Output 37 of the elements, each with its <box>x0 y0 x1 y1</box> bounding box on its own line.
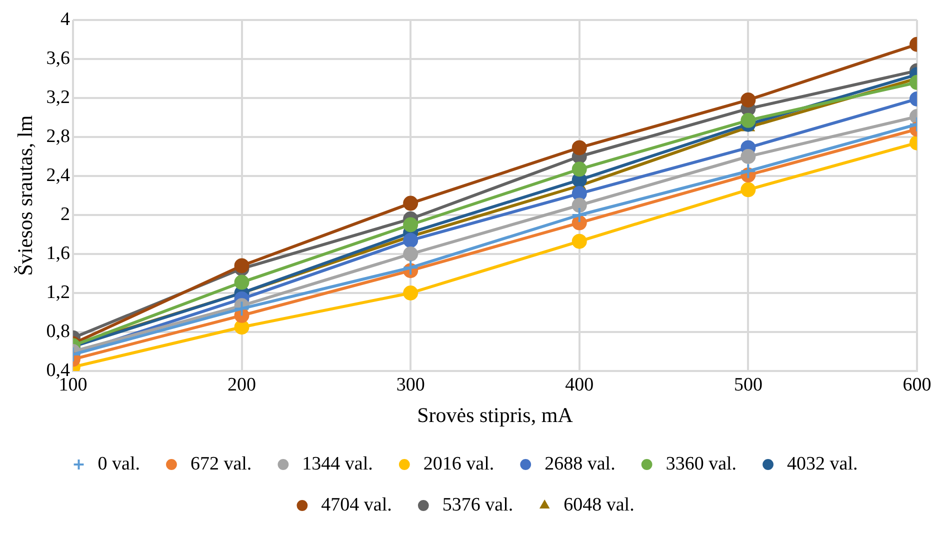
point <box>403 196 418 211</box>
y-tick-label: 0,8 <box>46 320 70 342</box>
point <box>402 260 419 276</box>
point <box>403 232 418 248</box>
x-tick-label: 600 <box>902 374 932 396</box>
point <box>403 217 418 232</box>
point <box>572 140 587 156</box>
x-tick-label: 300 <box>396 374 425 396</box>
y-tick-label: 4 <box>60 8 70 30</box>
point <box>403 246 418 262</box>
legend-label: 672 val. <box>190 453 252 474</box>
point <box>572 198 587 213</box>
legend-label: 3360 val. <box>666 453 737 474</box>
legend-label: 2688 val. <box>544 453 616 474</box>
point <box>403 286 418 300</box>
y-axis-title: Šviesos srautas, lm <box>13 115 38 276</box>
point <box>571 207 588 223</box>
point <box>572 162 587 177</box>
x-tick-label: 500 <box>734 374 762 396</box>
x-axis-title: Srovės stipris, mA <box>417 402 574 427</box>
legend-label: 4032 val. <box>787 453 858 474</box>
legend-label: 6048 val. <box>564 494 634 516</box>
y-tick-label: 1,6 <box>46 242 70 264</box>
legend-label: 2016 val. <box>423 453 494 474</box>
y-tick-label: 2 <box>60 204 70 225</box>
legend-label: 0 val. <box>98 453 140 474</box>
y-tick-label: 3,6 <box>46 48 70 69</box>
y-tick-label: 3,2 <box>46 86 70 108</box>
legend-label: 5376 val. <box>442 494 514 516</box>
x-tick-label: 400 <box>565 374 594 396</box>
y-tick-label: 1,2 <box>46 282 70 303</box>
legend-label: 1344 val. <box>302 453 373 474</box>
y-tick-label: 2,4 <box>46 164 70 186</box>
legend-label: 4704 val. <box>321 494 392 516</box>
y-tick-label: 2,8 <box>46 126 70 147</box>
point <box>572 234 587 249</box>
x-tick-label: 200 <box>228 374 256 396</box>
